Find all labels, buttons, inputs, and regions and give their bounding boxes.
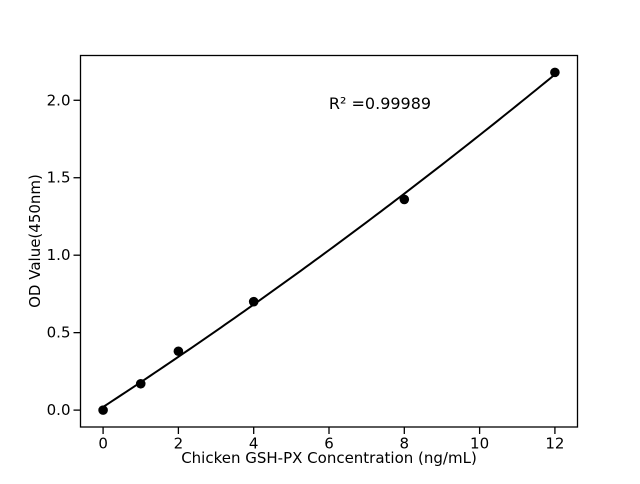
x-tick-label: 6 bbox=[324, 435, 334, 453]
data-point bbox=[98, 405, 108, 415]
x-tick-label: 8 bbox=[400, 435, 410, 453]
x-tick-label: 2 bbox=[174, 435, 184, 453]
data-point bbox=[248, 296, 259, 307]
y-tick-label: 0.0 bbox=[47, 401, 71, 419]
regression-fit-line bbox=[102, 73, 556, 408]
x-axis-ticks: 0 2 4 6 8 10 12 bbox=[98, 427, 564, 453]
x-tick-label: 12 bbox=[545, 435, 564, 453]
x-axis-label: Chicken GSH-PX Concentration (ng/mL) bbox=[181, 449, 477, 467]
x-tick-label: 10 bbox=[470, 435, 489, 453]
data-point bbox=[173, 346, 184, 357]
data-points bbox=[98, 67, 560, 415]
data-point bbox=[399, 194, 410, 205]
x-tick-label: 4 bbox=[249, 435, 259, 453]
data-point bbox=[550, 67, 560, 78]
y-tick-label: 0.5 bbox=[47, 324, 71, 342]
y-tick-label: 2.0 bbox=[47, 91, 71, 109]
y-tick-label: 1.5 bbox=[47, 169, 71, 187]
r-squared-annotation: R² =0.99989 bbox=[329, 94, 431, 113]
data-point bbox=[135, 378, 146, 389]
x-tick-label: 0 bbox=[98, 435, 108, 453]
y-axis-label: OD Value(450nm) bbox=[26, 174, 44, 308]
y-axis-ticks: 0.0 0.5 1.0 1.5 2.0 bbox=[47, 91, 81, 419]
y-tick-label: 1.0 bbox=[47, 246, 71, 264]
